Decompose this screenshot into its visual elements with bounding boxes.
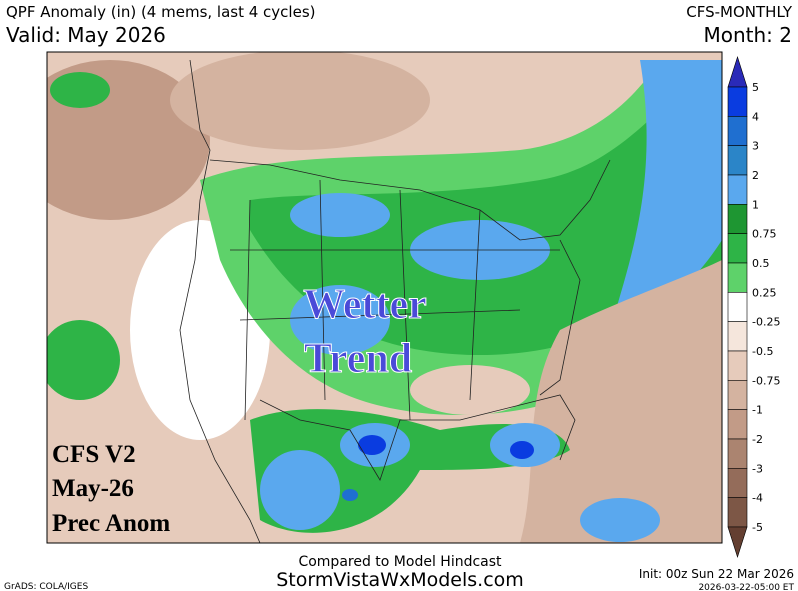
site: StormVistaWxModels.com [276, 569, 524, 591]
colorbar-swatch [727, 438, 748, 469]
colorbar-swatch [727, 174, 748, 205]
colorbar-label: 0.25 [752, 286, 777, 299]
colorbar-cap [727, 526, 748, 558]
title: QPF Anomaly (in) (4 mems, last 4 cycles) [6, 3, 316, 21]
colorbar-swatch [727, 116, 748, 146]
colorbar-swatch [727, 145, 748, 176]
subtitle: Compared to Model Hindcast [298, 554, 502, 570]
trend-label: Trend [304, 336, 412, 382]
timestamp: 2026-03-22-05:00 ET [698, 583, 794, 591]
colorbar-label: -2 [752, 433, 763, 446]
colorbar-label: 5 [752, 81, 759, 94]
colorbar-swatch [727, 262, 748, 293]
colorbar-swatch [727, 204, 748, 234]
colorbar-label: -0.5 [752, 345, 773, 358]
stamp-line: May-26 [52, 475, 134, 502]
colorbar-label: -4 [752, 492, 763, 505]
colorbar: 5 4 3 2 1 0.75 0.5 0.25 -0.25 -0.5 -0.75 -1 -2 -3 -4 -5 [727, 56, 780, 558]
map [46, 51, 723, 544]
colorbar-swatch [727, 468, 748, 498]
colorbar-label: -3 [752, 462, 763, 475]
colorbar-swatch [727, 409, 748, 440]
init-time: Init: 00z Sun 22 Mar 2026 [639, 567, 794, 581]
colorbar-label: -0.75 [752, 374, 780, 387]
colorbar-label: 0.75 [752, 228, 777, 241]
colorbar-label: -0.25 [752, 316, 780, 329]
colorbar-swatch [727, 86, 748, 117]
colorbar-label: 4 [752, 110, 759, 123]
month: Month: 2 [703, 23, 792, 47]
stamp-line: Prec Anom [52, 510, 170, 537]
colorbar-swatch [727, 380, 748, 410]
credit: GrADS: COLA/IGES [4, 582, 88, 591]
colorbar-label: -5 [752, 521, 763, 534]
colorbar-label: 2 [752, 169, 759, 182]
colorbar-label: 1 [752, 198, 759, 211]
colorbar-label: 0.5 [752, 257, 770, 270]
colorbar-swatch [727, 321, 748, 352]
colorbar-swatch [727, 233, 748, 264]
colorbar-swatch [727, 497, 748, 528]
valid-date: Valid: May 2026 [6, 23, 166, 47]
model: CFS-MONTHLY [686, 3, 793, 21]
colorbar-swatch [727, 292, 748, 322]
stamp-line: CFS V2 [52, 441, 136, 468]
colorbar-label: -1 [752, 404, 763, 417]
trend-label: Wetter [303, 282, 427, 328]
colorbar-swatch [727, 350, 748, 381]
colorbar-label: 3 [752, 140, 759, 153]
